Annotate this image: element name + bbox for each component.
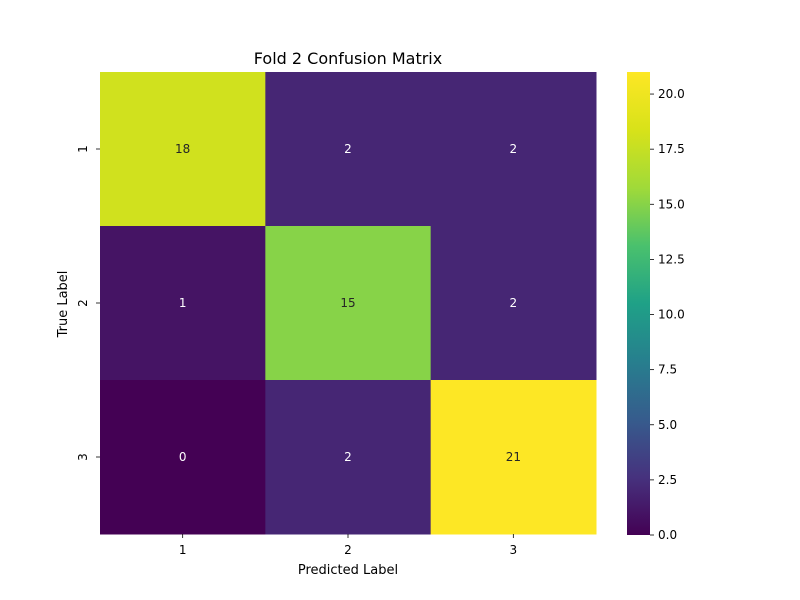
colorbar-tick-label: 10.0	[658, 308, 685, 322]
colorbar-tick-label: 12.5	[658, 252, 685, 266]
heatmap-cell	[265, 226, 432, 381]
colorbar-tick-label: 7.5	[658, 363, 677, 377]
colorbar-tick-label: 20.0	[658, 87, 685, 101]
cell-value-label: 18	[175, 142, 190, 156]
heatmap-cells	[100, 72, 597, 535]
cell-value-label: 1	[179, 296, 187, 310]
chart-title: Fold 2 Confusion Matrix	[254, 49, 442, 68]
heatmap-cell	[100, 72, 266, 227]
cell-value-label: 21	[506, 450, 521, 464]
x-tick-label: 3	[510, 543, 518, 557]
colorbar-tick-label: 15.0	[658, 197, 685, 211]
colorbar-tick-label: 0.0	[658, 528, 677, 542]
cell-value-label: 15	[340, 296, 355, 310]
heatmap-cell	[430, 380, 597, 535]
y-tick-label: 2	[76, 299, 90, 307]
x-tick-label: 1	[179, 543, 187, 557]
cell-value-label: 2	[344, 142, 352, 156]
y-axis: 1 2 3	[76, 145, 100, 461]
x-tick-label: 2	[344, 543, 352, 557]
heatmap-cell	[430, 226, 597, 381]
y-tick-label: 1	[76, 145, 90, 153]
colorbar	[627, 72, 650, 535]
heatmap-cell	[265, 72, 432, 227]
heatmap-cell	[430, 72, 597, 227]
y-tick-label: 3	[76, 453, 90, 461]
colorbar-tick-label: 5.0	[658, 418, 677, 432]
colorbar-tick-label: 17.5	[658, 142, 685, 156]
cell-value-label: 2	[510, 296, 518, 310]
heatmap-cell	[100, 226, 266, 381]
colorbar-tick-label: 2.5	[658, 473, 677, 487]
x-axis-label: Predicted Label	[298, 563, 398, 578]
cell-value-label: 0	[179, 450, 187, 464]
heatmap-cell	[265, 380, 432, 535]
heatmap-cell	[100, 380, 266, 535]
x-axis: 1 2 3	[179, 534, 517, 557]
cell-value-label: 2	[344, 450, 352, 464]
heatmap-annotations: 18 2 21 15 20 2 21	[175, 142, 521, 464]
y-axis-label: True Label	[56, 271, 71, 339]
cell-value-label: 2	[510, 142, 518, 156]
colorbar-axis: 0.0 2.5 5.0 7.5 10.0 12.5 15.0 17.5 20.0	[650, 87, 685, 542]
